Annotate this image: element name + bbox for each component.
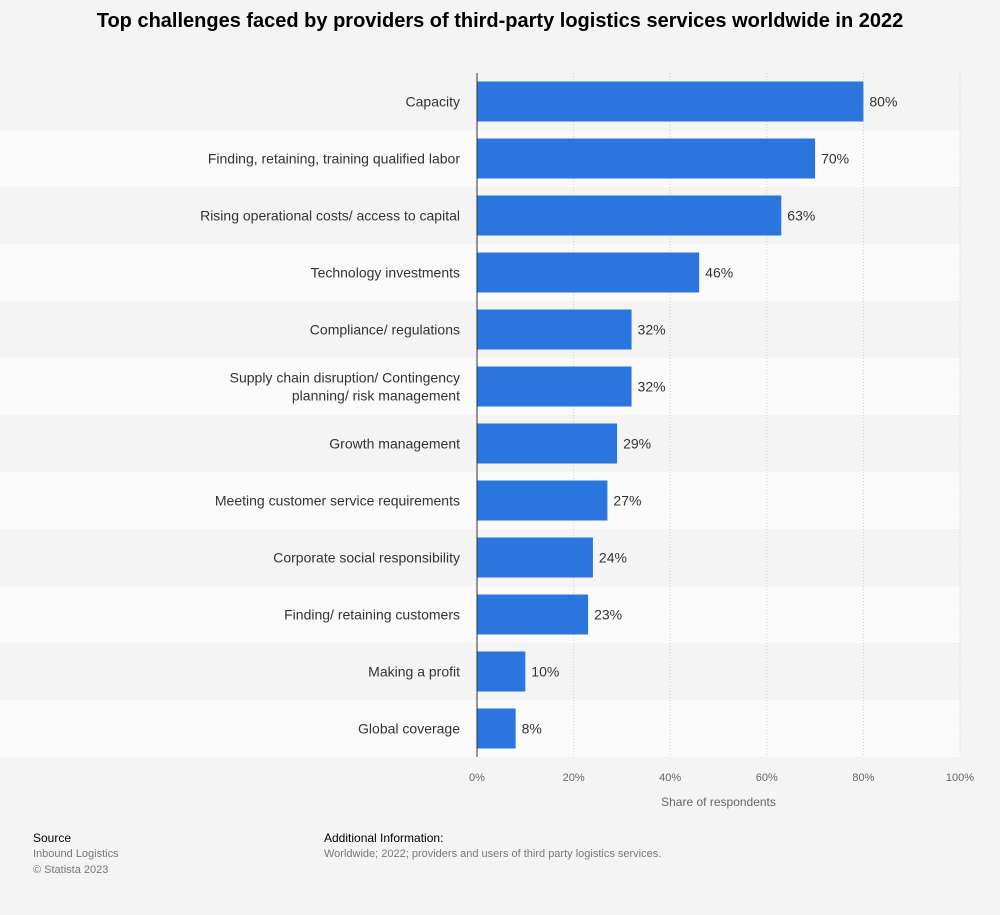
bar[interactable] [477,81,864,122]
bar-chart: 80% Capacity 70% Finding, retaining, traini… [200,73,975,809]
additional-info-text: Worldwide; 2022; providers and users of … [324,848,662,860]
copyright-line: © Statista 2023 [33,864,109,876]
value-label: 23% [594,607,622,623]
value-label: 29% [623,436,651,452]
x-tick-label: 80% [852,772,874,784]
bar[interactable] [477,480,608,521]
bar[interactable] [477,252,700,293]
category-label: Capacity [406,94,460,110]
bar[interactable] [477,651,526,692]
bar[interactable] [477,309,632,350]
value-label: 46% [705,265,733,281]
source-line[interactable]: Inbound Logistics [33,848,119,860]
bar[interactable] [477,366,632,407]
source-heading: Source [33,831,72,845]
value-label: 10% [531,664,559,680]
bar[interactable] [477,195,782,236]
x-tick-label: 100% [946,772,974,784]
value-label: 70% [821,151,849,167]
bar[interactable] [477,594,589,635]
category-label: Compliance/ regulations [310,322,460,338]
value-label: 27% [613,493,641,509]
category-label: Rising operational costs/ access to capi… [200,208,460,224]
additional-info-heading: Additional Information: [324,831,444,845]
category-label: Growth management [329,436,460,452]
value-label: 24% [599,550,627,566]
x-tick-label: 40% [659,772,681,784]
value-label: 8% [522,721,542,737]
category-label: Finding/ retaining customers [284,607,460,623]
value-label: 32% [638,322,666,338]
x-axis-title: Share of respondents [661,795,776,809]
source-block: Source Inbound Logistics © Statista 2023 [33,830,119,878]
bar[interactable] [477,423,618,464]
x-tick-label: 60% [756,772,778,784]
category-label: Supply chain disruption/ Contingency plan… [230,370,460,404]
value-label: 80% [869,94,897,110]
bar[interactable] [477,537,593,578]
category-label: Making a profit [368,664,460,680]
value-label: 32% [638,379,666,395]
additional-info-block: Additional Information: Worldwide; 2022;… [324,830,661,862]
value-label: 63% [787,208,815,224]
category-label: Finding, retaining, training qualified l… [208,151,460,167]
bar[interactable] [477,138,816,179]
chart-title: Top challenges faced by providers of thi… [96,10,904,32]
x-tick-label: 0% [469,772,485,784]
category-label: Corporate social responsibility [273,550,460,566]
bar[interactable] [477,708,516,749]
category-label: Global coverage [358,721,460,737]
category-label: Meeting customer service requirements [215,493,460,509]
x-tick-label: 20% [563,772,585,784]
category-label: Technology investments [311,265,460,281]
